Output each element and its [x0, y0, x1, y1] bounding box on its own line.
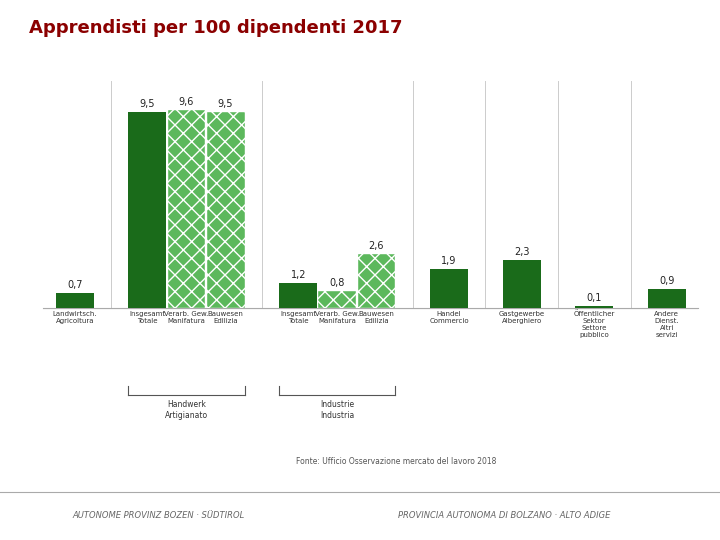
- Text: Verarb. Gew.
Manifatura: Verarb. Gew. Manifatura: [164, 310, 209, 323]
- Text: 0,7: 0,7: [67, 280, 83, 291]
- Text: Handel
Commercio: Handel Commercio: [429, 310, 469, 323]
- Text: Insgesamt
Totale: Insgesamt Totale: [280, 310, 316, 323]
- Text: 2,6: 2,6: [369, 241, 384, 251]
- Text: Landwirtsch.
Agricoltura: Landwirtsch. Agricoltura: [53, 310, 97, 323]
- Text: Insgesamt
Totale: Insgesamt Totale: [130, 310, 166, 323]
- Text: 1,9: 1,9: [441, 255, 456, 266]
- Text: Apprendisti per 100 dipendenti 2017: Apprendisti per 100 dipendenti 2017: [29, 19, 402, 37]
- Bar: [430, 268, 468, 308]
- Text: 0,9: 0,9: [659, 276, 675, 286]
- Bar: [128, 112, 166, 308]
- Text: 0,1: 0,1: [587, 293, 602, 302]
- Text: 2,3: 2,3: [514, 247, 529, 257]
- Text: Fonte: Ufficio Osservazione mercato del lavoro 2018: Fonte: Ufficio Osservazione mercato del …: [296, 457, 496, 466]
- Text: PROVINCIA AUTONOMA DI BOLZANO · ALTO ADIGE: PROVINCIA AUTONOMA DI BOLZANO · ALTO ADI…: [398, 511, 610, 520]
- Text: Industrie
Industria: Industrie Industria: [320, 401, 354, 420]
- Bar: [648, 289, 685, 308]
- Text: Öffentlicher
Sektor
Settore
pubblico: Öffentlicher Sektor Settore pubblico: [574, 310, 615, 339]
- Bar: [503, 260, 541, 308]
- Text: Gastgewerbe
Alberghiero: Gastgewerbe Alberghiero: [498, 310, 545, 323]
- Text: Verarb. Gew.
Manifatura: Verarb. Gew. Manifatura: [315, 310, 359, 323]
- Text: Andere
Dienst.
Altri
servizi: Andere Dienst. Altri servizi: [654, 310, 679, 338]
- Text: 9,5: 9,5: [218, 99, 233, 109]
- Text: 9,6: 9,6: [179, 97, 194, 107]
- Bar: [56, 293, 94, 308]
- Text: 9,5: 9,5: [140, 99, 155, 109]
- Bar: [279, 283, 317, 308]
- Bar: [358, 254, 395, 308]
- Text: 1,2: 1,2: [290, 270, 306, 280]
- Text: Handwerk
Artigianato: Handwerk Artigianato: [165, 401, 208, 420]
- Text: 0,8: 0,8: [330, 278, 345, 288]
- Bar: [207, 112, 245, 308]
- Text: Bauwesen
Edilizia: Bauwesen Edilizia: [359, 310, 395, 323]
- Text: AUTONOME PROVINZ BOZEN · SÜDTIROL: AUTONOME PROVINZ BOZEN · SÜDTIROL: [72, 511, 245, 520]
- Bar: [318, 291, 356, 308]
- Bar: [575, 306, 613, 308]
- Text: Bauwesen
Edilizia: Bauwesen Edilizia: [207, 310, 243, 323]
- Bar: [168, 110, 205, 308]
